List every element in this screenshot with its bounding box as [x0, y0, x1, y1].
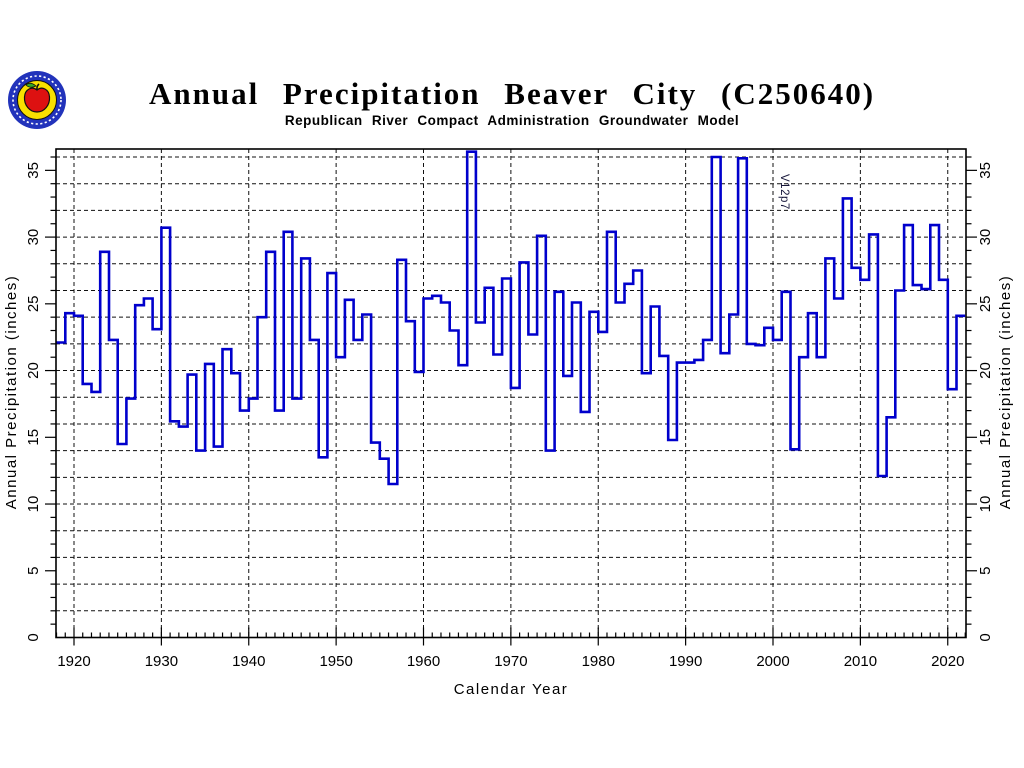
x-axis-title: Calendar Year	[454, 681, 569, 698]
x-tick-label: 1990	[669, 653, 702, 670]
y-tick-label-right: 10	[977, 496, 994, 513]
x-tick-label: 2010	[844, 653, 877, 670]
y-tick-label-left: 35	[25, 162, 42, 179]
y-tick-label-left: 10	[25, 496, 42, 513]
x-tick-label: 1980	[582, 653, 615, 670]
x-tick-label: 1960	[407, 653, 440, 670]
y-tick-label-right: 5	[977, 567, 994, 575]
y-tick-label-left: 30	[25, 229, 42, 246]
y-axis-title-right: Annual Precipitation (inches)	[997, 275, 1014, 509]
model-version-annotation: V12p7	[778, 174, 790, 210]
y-tick-label-left: 5	[25, 567, 42, 575]
y-tick-label-left: 20	[25, 362, 42, 379]
apple-icon	[23, 82, 51, 113]
chart-title: Annual Precipitation Beaver City (C25064…	[148, 76, 876, 111]
x-tick-label: 1940	[232, 653, 265, 670]
x-tick-label: 2020	[931, 653, 964, 670]
y-tick-label-right: 20	[977, 362, 994, 379]
x-tick-label: 1970	[494, 653, 527, 670]
x-tick-label: 2000	[756, 653, 789, 670]
y-tick-label-left: 0	[25, 633, 42, 641]
y-tick-label-right: 25	[977, 295, 994, 312]
agency-seal-logo	[8, 71, 66, 129]
x-tick-label: 1930	[145, 653, 178, 670]
x-tick-label: 1920	[57, 653, 90, 670]
chart-subtitle: Republican River Compact Administration …	[284, 113, 740, 128]
y-tick-label-left: 15	[25, 429, 42, 446]
y-tick-label-right: 0	[977, 633, 994, 641]
y-tick-label-right: 30	[977, 229, 994, 246]
y-tick-label-left: 25	[25, 295, 42, 312]
y-tick-label-right: 35	[977, 162, 994, 179]
y-tick-label-right: 15	[977, 429, 994, 446]
seal-ring-text	[12, 75, 62, 125]
x-tick-label: 1950	[319, 653, 352, 670]
y-axis-title-left: Annual Precipitation (inches)	[3, 275, 20, 509]
annual-precipitation-series	[56, 150, 966, 486]
